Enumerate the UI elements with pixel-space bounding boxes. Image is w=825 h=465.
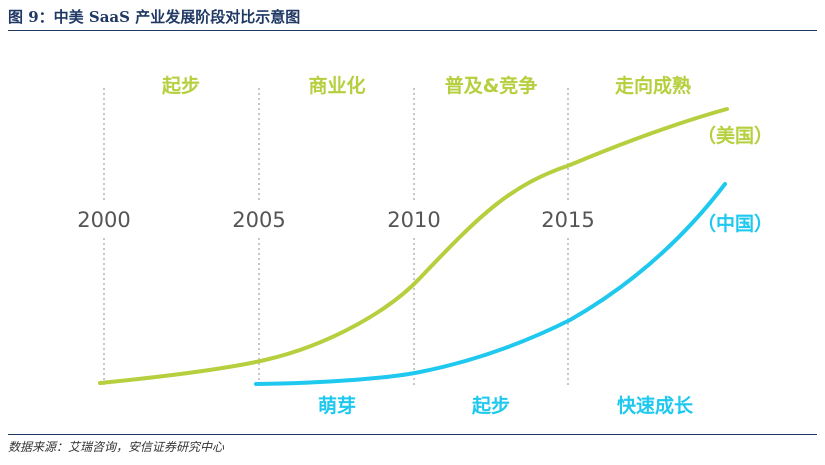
usa-curve [98, 107, 729, 385]
usa-curve-label: （美国） [697, 124, 773, 147]
title-rule [8, 30, 817, 31]
source-note: 数据来源：艾瑞咨询，安信证券研究中心 [8, 440, 225, 454]
china-stage-rapid-growth: 快速成长 [617, 394, 694, 417]
year-label-2005: 2005 [232, 208, 285, 232]
year-labels: 2000 2005 2010 2015 [62, 200, 610, 236]
year-guide-lines [103, 88, 569, 385]
year-label-2010: 2010 [387, 208, 440, 232]
year-label-2015: 2015 [541, 208, 594, 232]
usa-stage-adoption-competition: 普及&竞争 [445, 74, 538, 97]
figure-title: 图 9：中美 SaaS 产业发展阶段对比示意图 [8, 8, 301, 26]
china-stage-startup: 起步 [471, 395, 510, 417]
source-rule [8, 434, 817, 435]
china-curve [254, 182, 727, 386]
usa-stage-commercialization: 商业化 [308, 74, 365, 97]
china-stage-emergence: 萌芽 [318, 394, 356, 417]
usa-stage-startup: 起步 [161, 75, 200, 97]
usa-stage-labels: 起步 商业化 普及&竞争 走向成熟 [161, 74, 691, 97]
usa-stage-maturity: 走向成熟 [615, 74, 691, 97]
year-label-2000: 2000 [77, 208, 130, 232]
china-curve-label: （中国） [697, 212, 773, 235]
china-stage-labels: 萌芽 起步 快速成长 [318, 394, 694, 417]
